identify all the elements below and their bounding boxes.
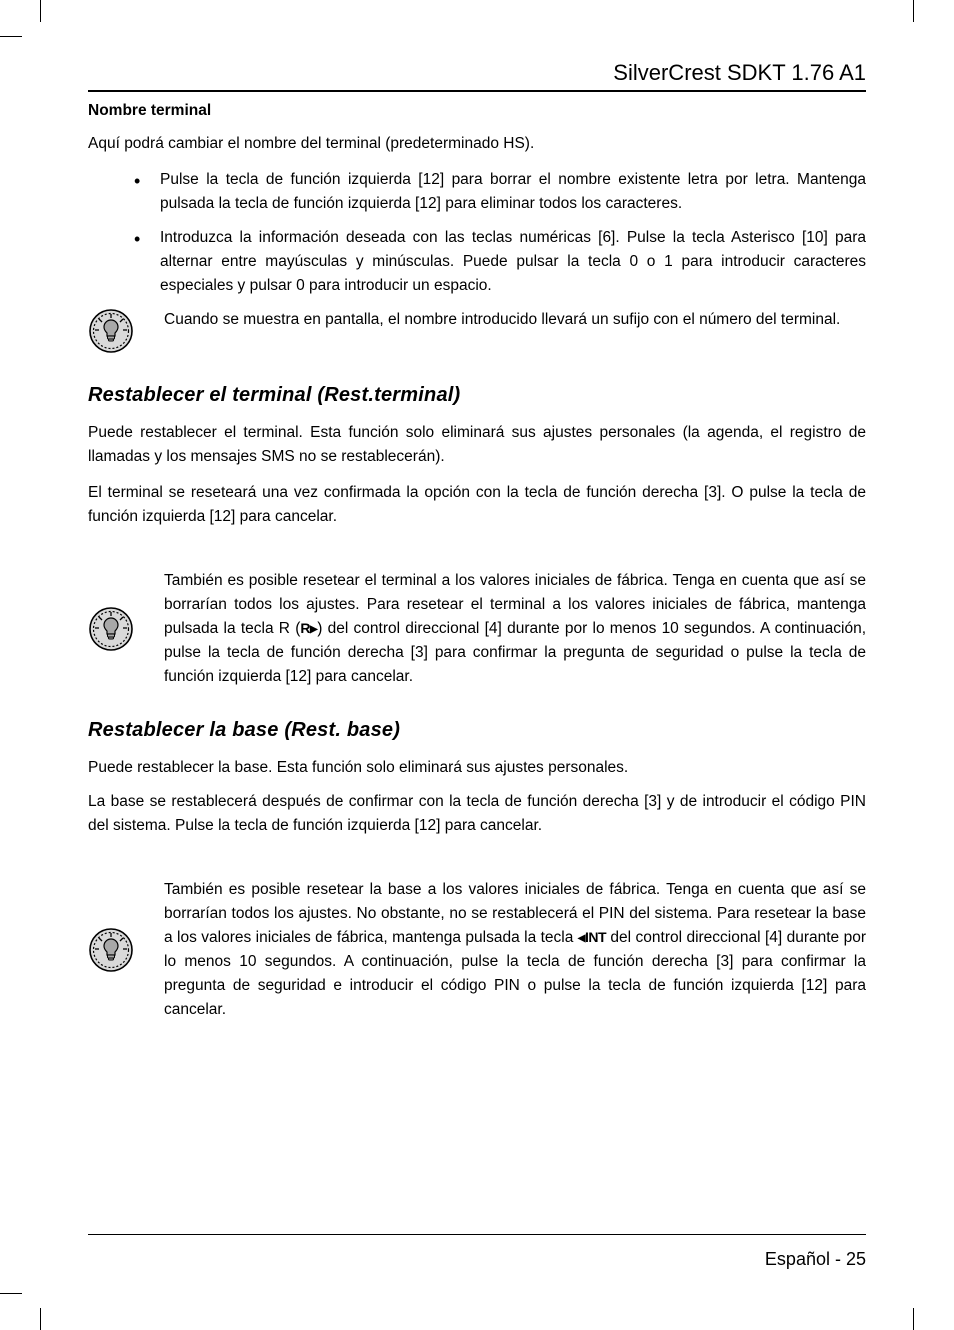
- lightbulb-icon: [88, 927, 148, 973]
- section3-title: Restablecer la base (Rest. base): [88, 719, 866, 742]
- section2-p1: Puede restablecer el terminal. Esta func…: [88, 421, 866, 469]
- page-header: SilverCrest SDKT 1.76 A1: [88, 60, 866, 92]
- page-footer: Español - 25: [88, 1234, 866, 1270]
- tip-block: También es posible resetear la base a lo…: [88, 878, 866, 1022]
- tip-text: También es posible resetear el terminal …: [148, 569, 866, 689]
- bullet-item: Introduzca la información deseada con la…: [134, 226, 866, 298]
- crop-mark: [0, 36, 22, 37]
- crop-mark: [913, 1308, 914, 1330]
- r-key-icon: R▶: [300, 620, 317, 636]
- section3-p2: La base se restablecerá después de confi…: [88, 790, 866, 838]
- crop-mark: [913, 0, 914, 22]
- section1-intro: Aquí podrá cambiar el nombre del termina…: [88, 132, 866, 156]
- section1-bullets: Pulse la tecla de función izquierda [12]…: [88, 168, 866, 298]
- manual-page: SilverCrest SDKT 1.76 A1 Nombre terminal…: [0, 0, 954, 1330]
- footer-text: Español - 25: [765, 1249, 866, 1269]
- tip-text: También es posible resetear la base a lo…: [148, 878, 866, 1022]
- lightbulb-icon: [88, 308, 148, 354]
- bullet-item: Pulse la tecla de función izquierda [12]…: [134, 168, 866, 216]
- crop-mark: [0, 1293, 22, 1294]
- lightbulb-icon: [88, 606, 148, 652]
- product-title: SilverCrest SDKT 1.76 A1: [613, 60, 866, 85]
- crop-mark: [40, 1308, 41, 1330]
- tip-block: Cuando se muestra en pantalla, el nombre…: [88, 308, 866, 354]
- tip-text: Cuando se muestra en pantalla, el nombre…: [148, 308, 866, 332]
- section1-heading: Nombre terminal: [88, 102, 866, 120]
- crop-mark: [40, 0, 41, 22]
- tip-block: También es posible resetear el terminal …: [88, 569, 866, 689]
- section2-title: Restablecer el terminal (Rest.terminal): [88, 384, 866, 407]
- section2-p2: El terminal se reseteará una vez confirm…: [88, 481, 866, 529]
- section3-p1: Puede restablecer la base. Esta función …: [88, 756, 866, 780]
- int-key-icon: ◀INT: [578, 929, 606, 945]
